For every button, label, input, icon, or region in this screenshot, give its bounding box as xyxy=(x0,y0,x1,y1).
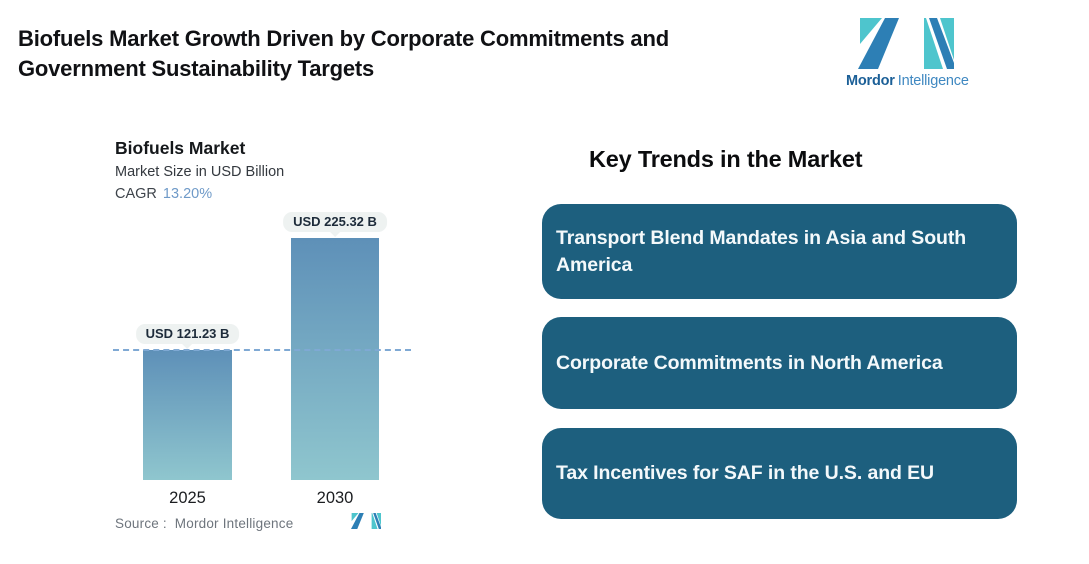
trend-card-label: Tax Incentives for SAF in the U.S. and E… xyxy=(556,462,935,484)
cagr-value: 13.20% xyxy=(162,186,213,202)
page-title-line-1: Biofuels Market Growth Driven by Corpora… xyxy=(18,26,669,51)
brand-logo: Mordor Intelligence xyxy=(846,18,969,89)
mordor-logo-icon xyxy=(858,18,954,69)
bar-group-2025: USD 121.23 B 2025 xyxy=(135,210,240,507)
chart-subtitle: Market Size in USD Billion xyxy=(115,164,285,180)
trend-card-transport-blend-mandates: Transport Blend Mandates in Asia and Sou… xyxy=(542,204,1017,299)
source-text: Source : Mordor Intelligence xyxy=(115,516,293,531)
trend-card-label: Transport Blend Mandates in Asia and Sou… xyxy=(556,226,967,276)
page-title: Biofuels Market Growth Driven by Corpora… xyxy=(18,24,669,84)
chart-header: Biofuels Market Market Size in USD Billi… xyxy=(115,136,284,204)
bar-plot: USD 121.23 B 2025 USD 225.32 B 2030 xyxy=(113,210,413,507)
reference-dashed-line xyxy=(113,349,411,351)
mordor-logo-small-icon xyxy=(351,513,381,529)
key-trends-heading: Key Trends in the Market xyxy=(589,146,863,172)
x-axis-label-2025: 2025 xyxy=(169,489,206,507)
trend-card-label: Corporate Commitments in North America xyxy=(556,351,943,374)
bar-2030 xyxy=(291,238,379,480)
source-label: Source : xyxy=(115,516,167,531)
brand-name: Mordor Intelligence xyxy=(846,73,969,89)
page-title-line-2: Government Sustainability Targets xyxy=(18,56,375,81)
x-axis-label-2030: 2030 xyxy=(316,489,354,507)
trend-card-corporate-commitments: Corporate Commitments in North America xyxy=(542,317,1017,409)
bar-group-2030: USD 225.32 B 2030 xyxy=(283,210,387,507)
bar-value-label-2030: USD 225.32 B xyxy=(283,212,387,232)
trend-card-tax-incentives: Tax Incentives for SAF in the U.S. and E… xyxy=(542,428,1017,519)
bar-value-label-2025: USD 121.23 B xyxy=(135,324,240,344)
chart-title: Biofuels Market xyxy=(115,138,246,158)
brand-name-bold: Mordor xyxy=(846,73,895,89)
brand-name-regular: Intelligence xyxy=(897,73,969,89)
cagr-label: CAGR xyxy=(115,186,157,202)
bar-2025 xyxy=(143,350,232,480)
cagr-row: CAGR 13.20% xyxy=(115,184,284,204)
source-value: Mordor Intelligence xyxy=(174,516,294,531)
